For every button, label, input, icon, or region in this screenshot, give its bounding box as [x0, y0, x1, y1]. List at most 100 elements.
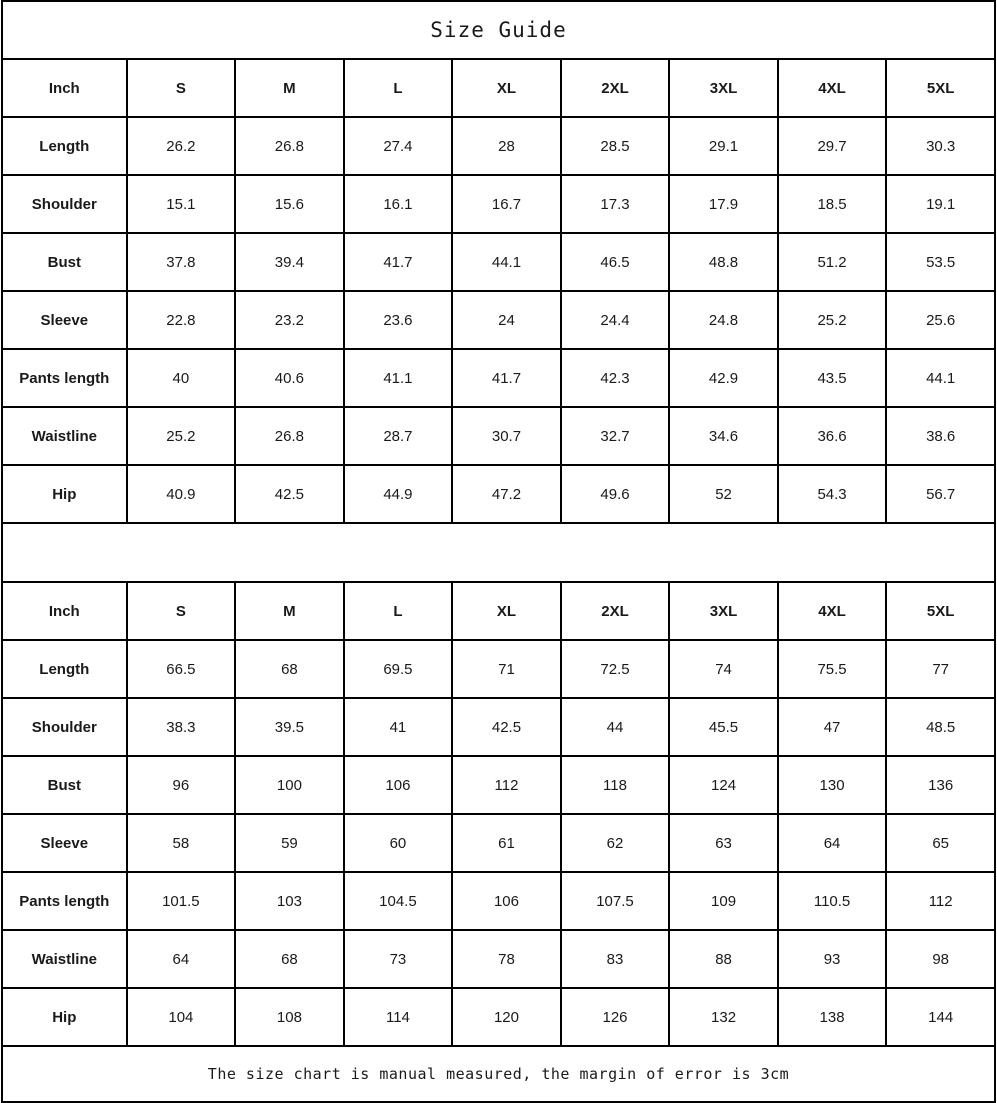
table-2-row-label-bust: Bust [1, 755, 128, 815]
table-row: Length 26.2 26.8 27.4 28 28.5 29.1 29.7 … [1, 116, 996, 176]
table-2-cell: 106 [451, 871, 562, 931]
table-2-cell: 100 [234, 755, 345, 815]
table-2-cell: 112 [451, 755, 562, 815]
table-1-header-row: Inch S M L XL 2XL 3XL 4XL 5XL [1, 58, 996, 118]
table-2-cell: 44 [559, 697, 671, 757]
table-1-cell: 16.7 [451, 174, 562, 234]
table-1-cell: 28.7 [342, 406, 454, 466]
table-1-cell: 30.7 [451, 406, 562, 466]
table-2-cell: 106 [342, 755, 454, 815]
table-2-cell: 39.5 [234, 697, 345, 757]
table-2-row-label-pants-length: Pants length [1, 871, 128, 931]
table-2-cell: 68 [234, 929, 345, 989]
table-1-row-label-waistline: Waistline [1, 406, 128, 466]
table-2-cell: 101.5 [125, 871, 237, 931]
table-2-header-4xl: 4XL [776, 581, 888, 641]
table-1-cell: 51.2 [776, 232, 888, 292]
table-2-cell: 72.5 [559, 639, 671, 699]
table-1-cell: 56.7 [885, 464, 996, 524]
table-separator-row [1, 522, 996, 583]
table-2-cell: 61 [451, 813, 562, 873]
table-1-cell: 47.2 [451, 464, 562, 524]
table-1-cell: 43.5 [776, 348, 888, 408]
table-2-cell: 126 [559, 987, 671, 1047]
table-1-cell: 42.3 [559, 348, 671, 408]
table-2-cell: 104 [125, 987, 237, 1047]
table-2-header-m: M [234, 581, 345, 641]
table-2-cell: 138 [776, 987, 888, 1047]
table-1-header-4xl: 4XL [776, 58, 888, 118]
table-1-row-label-length: Length [1, 116, 128, 176]
table-1-header-2xl: 2XL [559, 58, 671, 118]
table-1-cell: 48.8 [668, 232, 779, 292]
table-1-cell: 41.7 [451, 348, 562, 408]
table-1-cell: 30.3 [885, 116, 996, 176]
table-1-cell: 15.1 [125, 174, 237, 234]
table-2-row-label-shoulder: Shoulder [1, 697, 128, 757]
table-2-header-3xl: 3XL [668, 581, 779, 641]
table-2-cell: 120 [451, 987, 562, 1047]
table-1-cell: 41.7 [342, 232, 454, 292]
table-2-cell: 38.3 [125, 697, 237, 757]
table-1-cell: 25.6 [885, 290, 996, 350]
table-row: Sleeve 22.8 23.2 23.6 24 24.4 24.8 25.2 … [1, 290, 996, 350]
table-1-cell: 44.1 [451, 232, 562, 292]
table-1-row-label-shoulder: Shoulder [1, 174, 128, 234]
table-2-row-label-hip: Hip [1, 987, 128, 1047]
table-1-cell: 15.6 [234, 174, 345, 234]
table-row: Shoulder 15.1 15.6 16.1 16.7 17.3 17.9 1… [1, 174, 996, 234]
table-2-cell: 65 [885, 813, 996, 873]
table-1-cell: 26.8 [234, 116, 345, 176]
table-2-cell: 68 [234, 639, 345, 699]
table-1-cell: 28.5 [559, 116, 671, 176]
table-1-cell: 40 [125, 348, 237, 408]
table-row: Hip 104 108 114 120 126 132 138 144 [1, 987, 996, 1047]
table-2-cell: 63 [668, 813, 779, 873]
table-1-cell: 49.6 [559, 464, 671, 524]
table-1-cell: 32.7 [559, 406, 671, 466]
table-1-cell: 41.1 [342, 348, 454, 408]
table-1-cell: 46.5 [559, 232, 671, 292]
measurement-disclaimer: The size chart is manual measured, the m… [1, 1045, 996, 1103]
table-row: Waistline 64 68 73 78 83 88 93 98 [1, 929, 996, 989]
table-1-cell: 44.1 [885, 348, 996, 408]
table-1-cell: 38.6 [885, 406, 996, 466]
table-2-cell: 74 [668, 639, 779, 699]
table-1-cell: 54.3 [776, 464, 888, 524]
table-2-cell: 41 [342, 697, 454, 757]
table-1-cell: 37.8 [125, 232, 237, 292]
table-1-cell: 17.9 [668, 174, 779, 234]
table-2-cell: 118 [559, 755, 671, 815]
table-1-cell: 29.7 [776, 116, 888, 176]
table-2-cell: 45.5 [668, 697, 779, 757]
table-1-cell: 42.5 [234, 464, 345, 524]
table-row: Pants length 101.5 103 104.5 106 107.5 1… [1, 871, 996, 931]
table-1-header-s: S [125, 58, 237, 118]
table-row: Bust 37.8 39.4 41.7 44.1 46.5 48.8 51.2 … [1, 232, 996, 292]
table-2-cell: 88 [668, 929, 779, 989]
footer-note-row: The size chart is manual measured, the m… [1, 1045, 996, 1103]
table-2-cell: 83 [559, 929, 671, 989]
table-2-cell: 62 [559, 813, 671, 873]
table-2-cell: 132 [668, 987, 779, 1047]
table-2-header-unit: Inch [1, 581, 128, 641]
table-1-row-label-bust: Bust [1, 232, 128, 292]
table-2-cell: 48.5 [885, 697, 996, 757]
table-2-cell: 73 [342, 929, 454, 989]
table-2-cell: 69.5 [342, 639, 454, 699]
table-2-cell: 64 [125, 929, 237, 989]
table-2-cell: 98 [885, 929, 996, 989]
table-1-cell: 22.8 [125, 290, 237, 350]
table-1-cell: 34.6 [668, 406, 779, 466]
table-2-header-xl: XL [451, 581, 562, 641]
table-1-cell: 29.1 [668, 116, 779, 176]
table-2-cell: 109 [668, 871, 779, 931]
table-2-cell: 110.5 [776, 871, 888, 931]
table-row: Waistline 25.2 26.8 28.7 30.7 32.7 34.6 … [1, 406, 996, 466]
table-2-cell: 59 [234, 813, 345, 873]
table-2-cell: 104.5 [342, 871, 454, 931]
table-2-cell: 112 [885, 871, 996, 931]
table-1-cell: 36.6 [776, 406, 888, 466]
table-2-cell: 42.5 [451, 697, 562, 757]
